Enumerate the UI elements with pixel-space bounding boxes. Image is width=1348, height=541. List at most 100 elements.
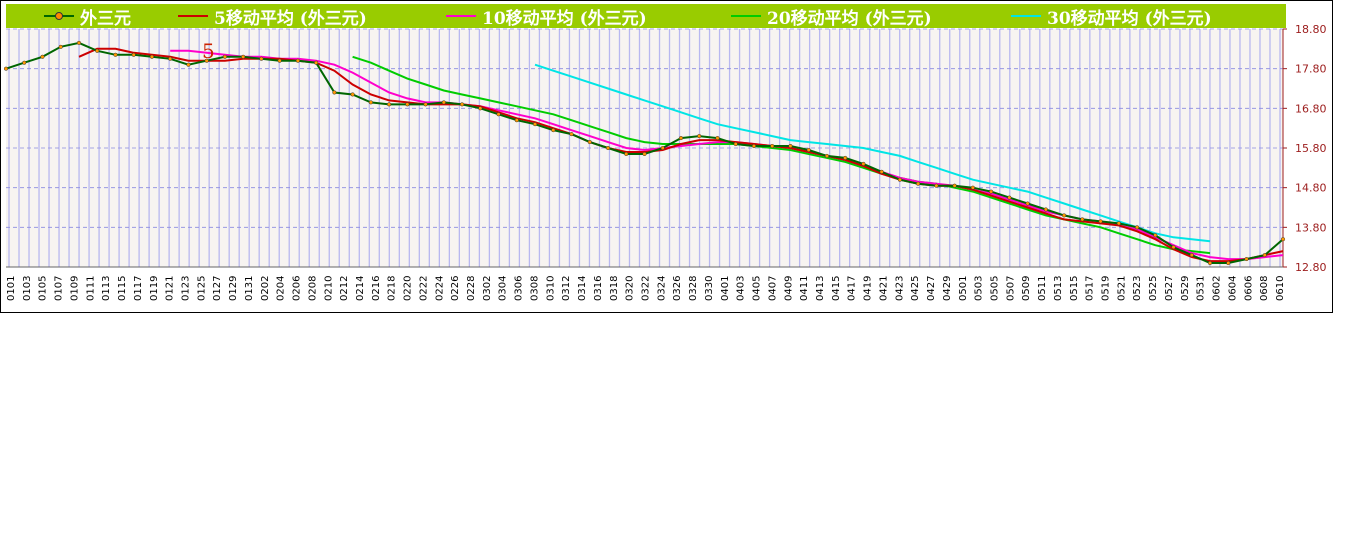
price-point xyxy=(514,118,519,123)
x-tick-label: 0324 xyxy=(656,276,667,301)
x-tick-label: 0320 xyxy=(625,276,636,301)
x-tick-label: 0109 xyxy=(69,276,80,301)
legend-item-ma20: 20移动平均 (外三元) xyxy=(731,4,932,29)
price-point xyxy=(1025,201,1030,206)
x-tick-label: 0131 xyxy=(244,276,255,301)
price-point xyxy=(678,136,684,141)
price-point xyxy=(277,58,282,63)
x-tick-label: 0314 xyxy=(577,276,588,301)
x-tick-label: 0608 xyxy=(1259,276,1270,301)
price-point xyxy=(897,177,902,182)
legend-swatch-price xyxy=(44,12,74,20)
price-point xyxy=(660,145,665,151)
legend-label-price: 外三元 xyxy=(80,8,131,29)
price-point xyxy=(970,185,975,190)
legend-label-ma10: 10移动平均 (外三元) xyxy=(482,8,647,29)
x-tick-label: 0210 xyxy=(323,276,334,301)
price-point xyxy=(532,122,538,127)
price-point xyxy=(824,153,829,158)
x-tick-label: 0525 xyxy=(1148,276,1159,301)
x-tick-label: 0403 xyxy=(736,276,747,301)
price-point xyxy=(1080,217,1085,222)
price-point xyxy=(1262,253,1267,258)
x-tick-label: 0222 xyxy=(418,276,429,301)
x-tick-label: 0220 xyxy=(403,276,414,301)
x-tick-label: 0127 xyxy=(212,276,223,301)
y-tick-label: 17.80 xyxy=(1295,63,1327,76)
y-tick-label: 12.80 xyxy=(1295,261,1327,274)
price-point xyxy=(1189,253,1194,258)
x-tick-label: 0216 xyxy=(371,276,382,301)
price-point xyxy=(314,60,319,65)
x-tick-label: 0606 xyxy=(1243,276,1254,301)
price-point xyxy=(131,52,136,57)
x-tick-label: 0401 xyxy=(720,276,731,301)
price-point xyxy=(186,62,191,67)
price-point xyxy=(1207,260,1213,266)
x-tick-label: 0302 xyxy=(482,276,493,301)
price-point xyxy=(1171,245,1176,250)
legend-swatch-ma5 xyxy=(178,15,208,17)
legend-swatch-ma10 xyxy=(446,15,476,17)
price-point xyxy=(879,169,884,174)
x-tick-label: 0119 xyxy=(149,276,160,301)
x-tick-label: 0519 xyxy=(1101,276,1112,301)
price-point xyxy=(241,54,246,59)
price-point xyxy=(222,54,227,59)
y-tick-label: 13.80 xyxy=(1295,221,1327,234)
price-point xyxy=(423,102,428,107)
x-tick-label: 0610 xyxy=(1275,276,1286,301)
legend-item-ma30: 30移动平均 (外三元) xyxy=(1011,4,1212,29)
price-point xyxy=(733,141,738,147)
x-tick-label: 0326 xyxy=(672,276,683,301)
chart-legend: 外三元 5移动平均 (外三元) 10移动平均 (外三元) 20移动平均 (外三元… xyxy=(6,4,1286,29)
legend-label-ma5: 5移动平均 (外三元) xyxy=(214,8,367,29)
price-point xyxy=(350,92,355,97)
x-tick-label: 0513 xyxy=(1053,276,1064,301)
series-line-4 xyxy=(534,63,1211,243)
price-point xyxy=(770,143,775,149)
x-tick-label: 0101 xyxy=(6,276,17,301)
price-point xyxy=(1007,195,1012,200)
price-point xyxy=(1116,221,1121,226)
x-tick-label: 0322 xyxy=(641,276,652,301)
x-tick-label: 0423 xyxy=(894,276,905,301)
chart-annotation: 5 xyxy=(202,39,215,63)
price-point xyxy=(387,102,392,107)
price-point xyxy=(605,145,611,151)
price-point xyxy=(113,52,118,57)
price-point xyxy=(460,102,465,107)
x-tick-label: 0113 xyxy=(101,276,112,301)
price-point xyxy=(405,102,410,107)
price-point xyxy=(441,100,446,105)
x-tick-label: 0527 xyxy=(1164,276,1175,301)
x-tick-label: 0517 xyxy=(1085,276,1096,301)
price-point xyxy=(1043,207,1048,212)
price-point xyxy=(1062,213,1067,218)
price-point xyxy=(1244,257,1249,262)
legend-item-ma10: 10移动平均 (外三元) xyxy=(446,4,647,29)
price-point xyxy=(989,189,994,194)
x-tick-label: 0427 xyxy=(926,276,937,301)
x-tick-label: 0328 xyxy=(688,276,699,301)
x-tick-label: 0501 xyxy=(958,276,969,301)
price-point xyxy=(204,58,209,63)
y-tick-label: 14.80 xyxy=(1295,182,1327,195)
x-tick-label: 0316 xyxy=(593,276,604,301)
legend-swatch-ma20 xyxy=(731,15,761,17)
y-tick-label: 18.80 xyxy=(1295,23,1327,36)
x-tick-label: 0312 xyxy=(561,276,572,301)
price-point xyxy=(952,183,957,188)
price-point xyxy=(642,151,647,156)
price-point xyxy=(861,161,866,166)
x-tick-label: 0409 xyxy=(783,276,794,301)
price-point xyxy=(1226,260,1231,266)
x-tick-label: 0425 xyxy=(910,276,921,301)
price-point xyxy=(496,112,501,117)
price-point xyxy=(3,66,9,71)
price-point xyxy=(368,100,373,105)
price-point xyxy=(58,44,63,49)
x-tick-label: 0521 xyxy=(1116,276,1127,301)
x-tick-label: 0330 xyxy=(704,276,715,301)
